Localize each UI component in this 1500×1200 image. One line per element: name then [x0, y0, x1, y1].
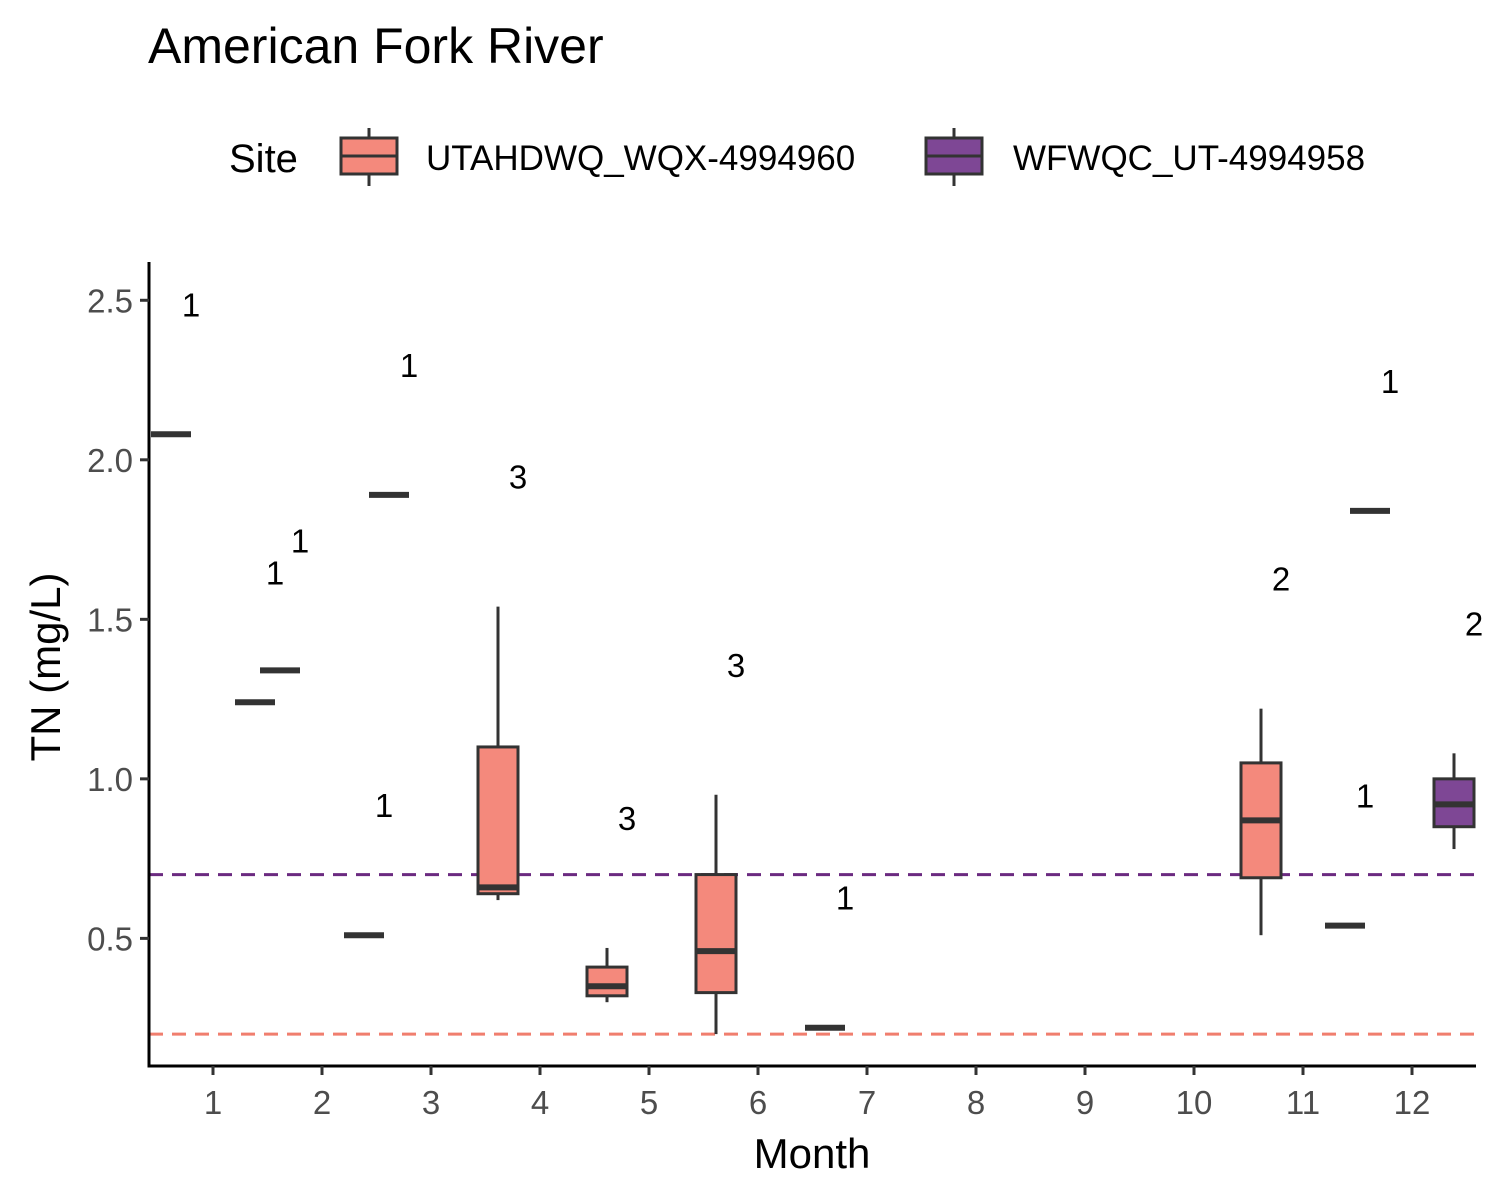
y-tick-label: 2.0 — [87, 442, 133, 479]
chart-title: American Fork River — [148, 18, 604, 74]
x-tick-label: 7 — [858, 1084, 876, 1121]
count-label-month-1-series-2: 1 — [266, 554, 284, 591]
count-label-month-7-series-1: 1 — [836, 880, 854, 917]
x-tick-label: 1 — [204, 1084, 222, 1121]
y-tick-label: 0.5 — [87, 920, 133, 957]
count-label-month-11-series-1: 2 — [1272, 561, 1290, 598]
x-tick-label: 6 — [749, 1084, 767, 1121]
y-axis-title: TN (mg/L) — [22, 573, 69, 762]
legend-label-1: UTAHDWQ_WQX-4994960 — [426, 139, 855, 178]
x-tick-label: 10 — [1176, 1084, 1213, 1121]
legend: Site UTAHDWQ_WQX-4994960 WFWQC_UT-4994958 — [229, 128, 1365, 186]
count-label-month-3-series-1: 1 — [400, 347, 418, 384]
box-month-5-series-1 — [585, 965, 629, 998]
count-label-month-4-series-1: 3 — [509, 459, 527, 496]
count-label-month-2-series-1: 1 — [291, 522, 309, 559]
y-tick-label: 1.0 — [87, 761, 133, 798]
box-month-4-series-1 — [476, 745, 520, 896]
count-label-month-12-series-2: 2 — [1465, 605, 1483, 642]
x-tick-label: 2 — [313, 1084, 331, 1121]
count-label-month-5-series-1: 3 — [618, 800, 636, 837]
count-label-month-12-series-1: 1 — [1381, 363, 1399, 400]
x-tick-label: 5 — [640, 1084, 658, 1121]
count-label-month-11-series-2: 1 — [1356, 778, 1374, 815]
y-tick-label: 1.5 — [87, 601, 133, 638]
x-tick-label: 11 — [1286, 1084, 1320, 1121]
box-month-6-series-1 — [694, 873, 738, 995]
legend-label-2: WFWQC_UT-4994958 — [1013, 139, 1365, 178]
count-label-month-6-series-1: 3 — [727, 647, 745, 684]
count-label-month-1-series-1: 1 — [182, 286, 200, 323]
count-label-month-2-series-2: 1 — [375, 787, 393, 824]
x-tick-label: 12 — [1394, 1084, 1431, 1121]
x-tick-label: 4 — [531, 1084, 549, 1121]
x-tick-label: 8 — [967, 1084, 985, 1121]
x-axis-title: Month — [754, 1130, 871, 1177]
y-tick-label: 2.5 — [87, 282, 133, 319]
x-tick-label: 3 — [422, 1084, 440, 1121]
x-tick-label: 9 — [1076, 1084, 1094, 1121]
legend-title: Site — [229, 137, 298, 181]
